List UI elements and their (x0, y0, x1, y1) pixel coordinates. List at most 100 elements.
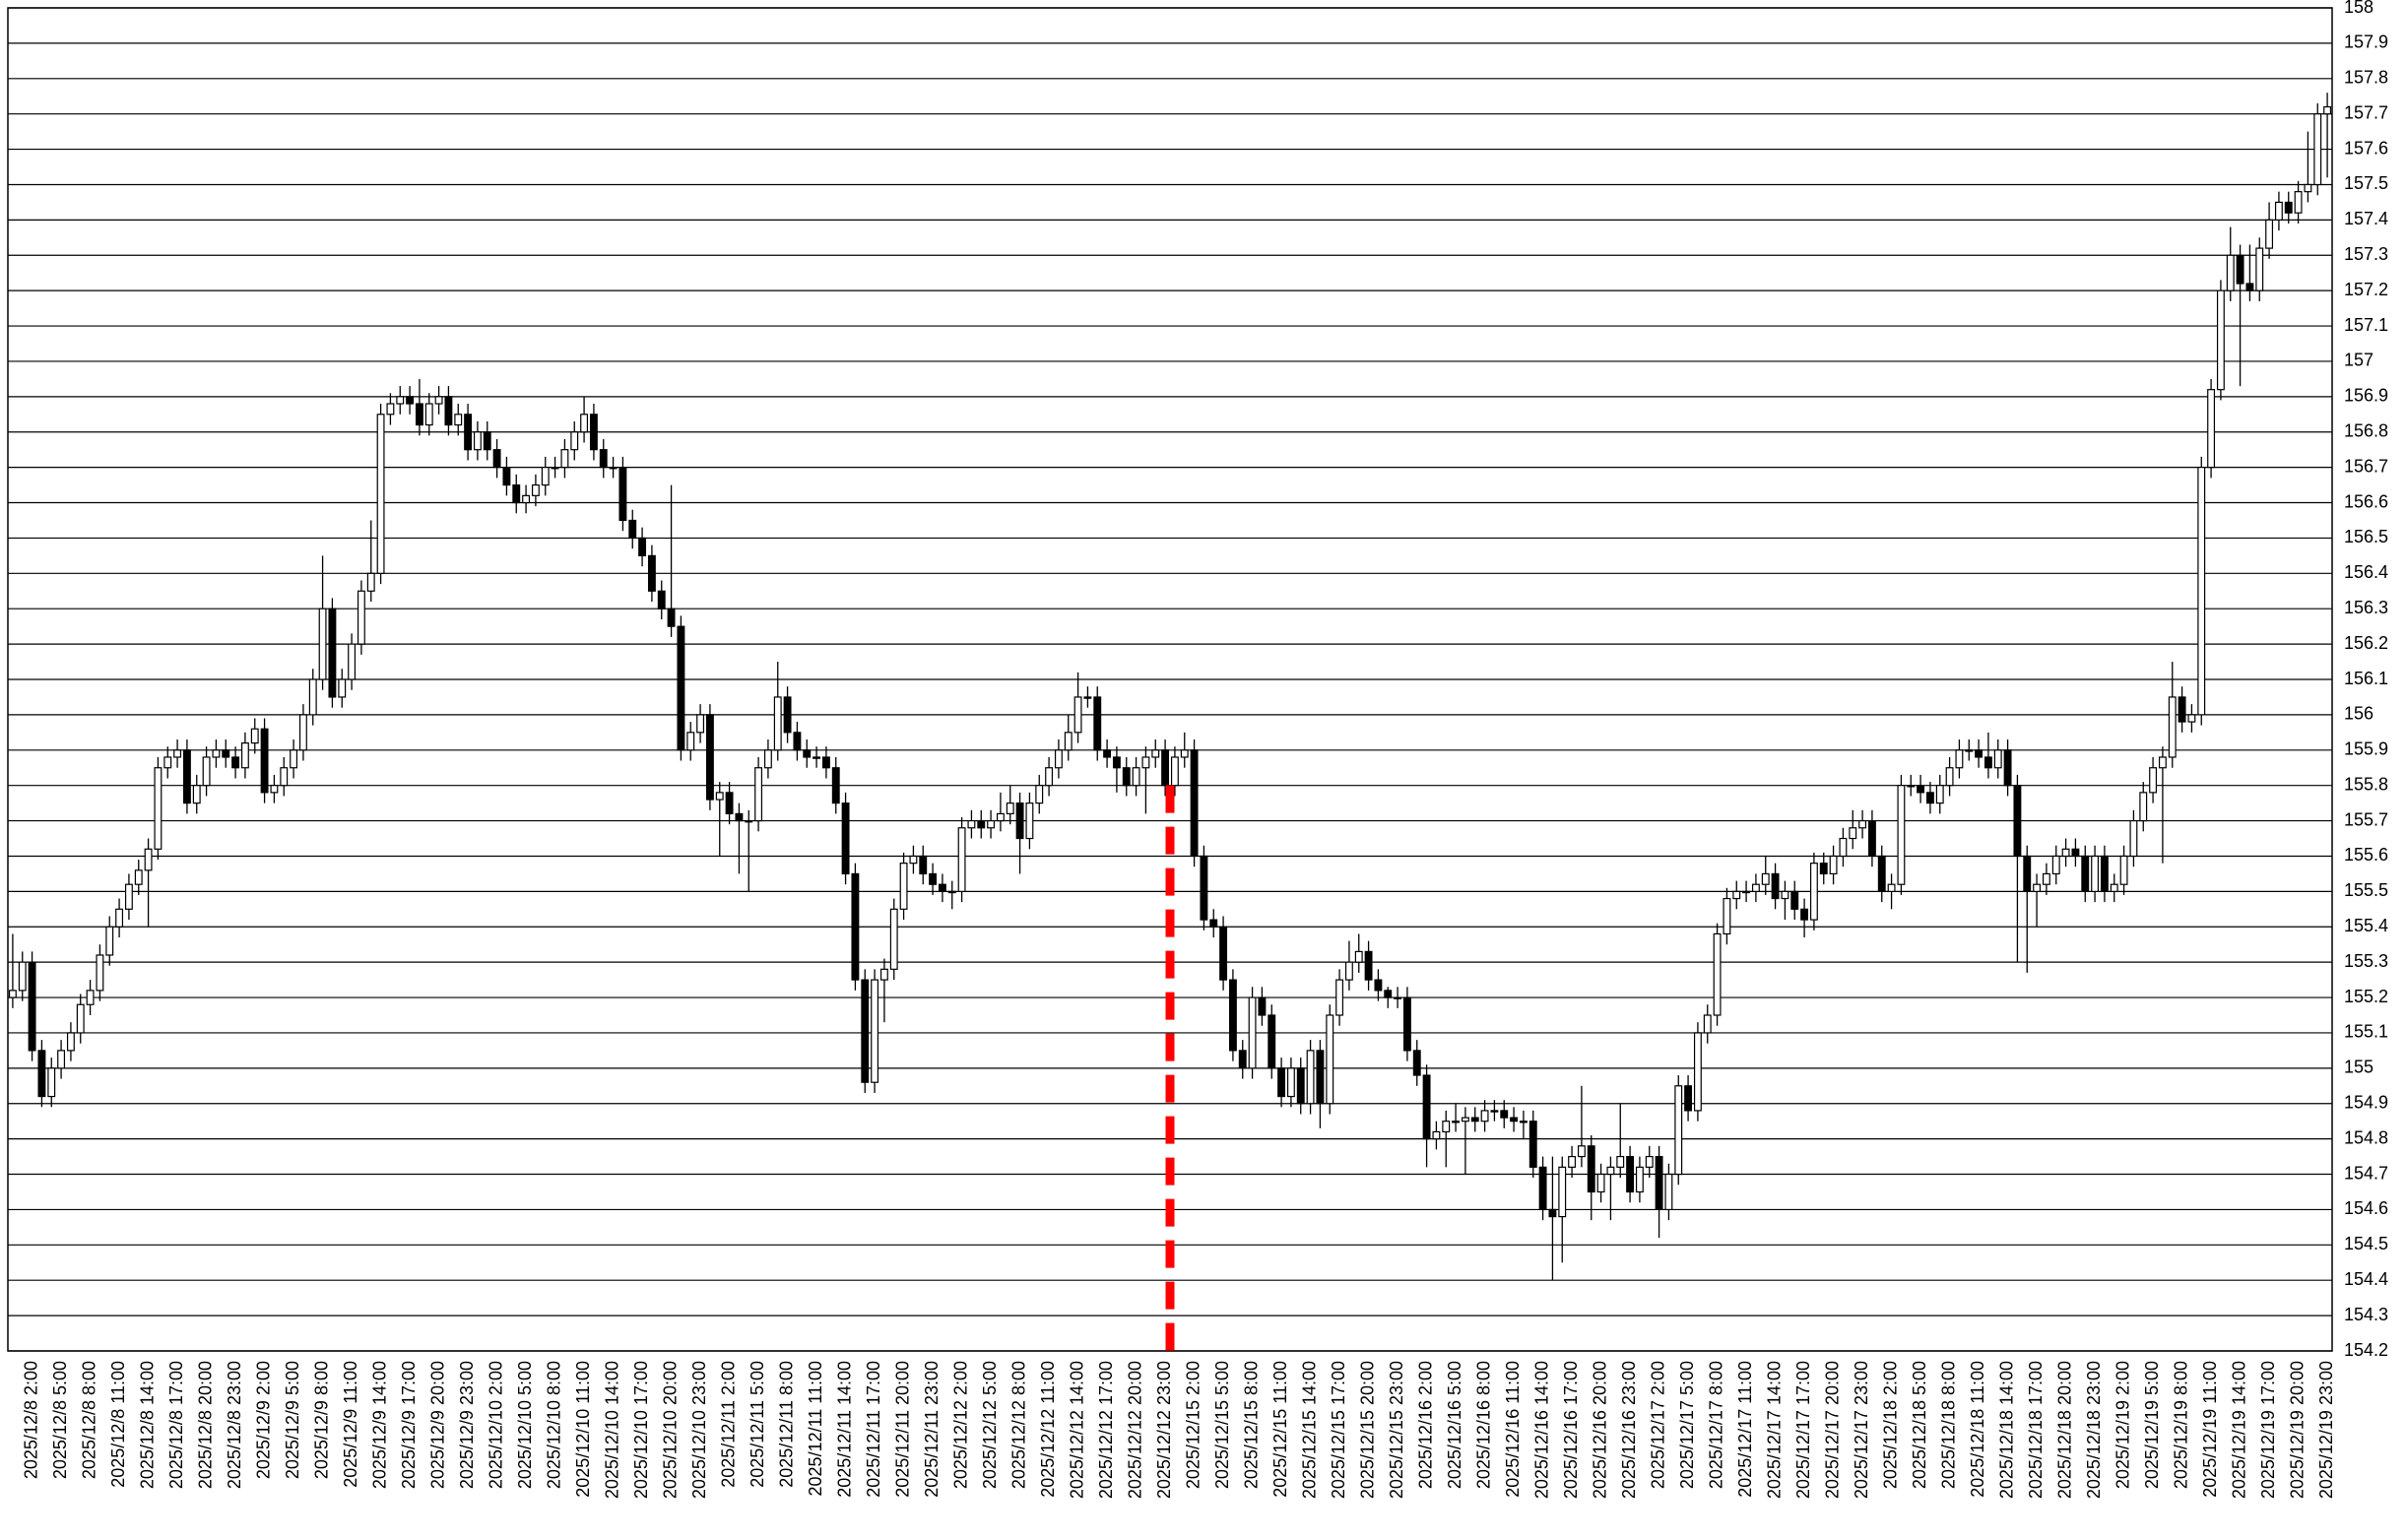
x-tick-label: 2025/12/10 20:00 (660, 1361, 680, 1499)
x-tick-label: 2025/12/12 11:00 (1038, 1361, 1058, 1498)
candle-body (483, 431, 491, 451)
y-tick-label: 155.6 (2344, 845, 2388, 865)
candle-body (1238, 1050, 1247, 1069)
candle-body (1190, 749, 1199, 858)
candle-body (667, 608, 676, 627)
candle-body (1965, 749, 1974, 752)
candle-body (1209, 919, 1218, 928)
candle-body (1374, 979, 1383, 992)
candle-body (861, 979, 870, 1083)
candle-body (1258, 996, 1267, 1016)
candle-body (2236, 254, 2244, 285)
candle-body (512, 483, 521, 504)
candle-body (996, 812, 1005, 822)
candle-body (2168, 696, 2177, 758)
x-tick-label: 2025/12/16 8:00 (1473, 1361, 1493, 1489)
candle-body (1538, 1166, 1547, 1211)
x-tick-label: 2025/12/11 5:00 (748, 1361, 767, 1488)
x-tick-label: 2025/12/19 11:00 (2200, 1361, 2220, 1498)
y-tick-label: 154.5 (2344, 1234, 2388, 1253)
x-tick-label: 2025/12/17 17:00 (1793, 1361, 1813, 1499)
x-tick-label: 2025/12/17 8:00 (1706, 1361, 1725, 1489)
candle-body (115, 908, 124, 928)
candle-body (609, 467, 618, 470)
x-tick-label: 2025/12/17 5:00 (1677, 1361, 1697, 1489)
x-tick-label: 2025/12/11 23:00 (922, 1361, 942, 1498)
candle-body (76, 1003, 85, 1034)
x-tick-label: 2025/12/12 14:00 (1067, 1361, 1086, 1499)
x-tick-label: 2025/12/8 20:00 (195, 1361, 215, 1489)
candle-body (560, 449, 569, 469)
candle-body (1867, 819, 1876, 858)
candle-body (1277, 1067, 1286, 1098)
x-tick-label: 2025/12/8 23:00 (225, 1361, 244, 1489)
candle-body (1268, 1014, 1276, 1069)
candle-body (202, 756, 211, 787)
x-tick-label: 2025/12/19 2:00 (2113, 1361, 2132, 1489)
candle-body (793, 732, 802, 751)
x-tick-label: 2025/12/9 20:00 (427, 1361, 447, 1489)
candle-body (677, 625, 685, 751)
candle-body (821, 756, 830, 769)
x-tick-label: 2025/12/19 17:00 (2258, 1361, 2278, 1499)
x-tick-label: 2025/12/18 14:00 (1996, 1361, 2016, 1499)
y-tick-label: 157.3 (2344, 244, 2388, 264)
candle-body (589, 414, 598, 451)
candle-body (2110, 883, 2118, 892)
candle-body (871, 979, 879, 1083)
x-tick-label: 2025/12/15 14:00 (1299, 1361, 1319, 1499)
candle-body (124, 883, 133, 910)
candle-body (1461, 1117, 1469, 1123)
x-tick-label: 2025/12/9 5:00 (283, 1361, 302, 1479)
x-tick-label: 2025/12/15 11:00 (1270, 1361, 1290, 1498)
candle-body (1422, 1074, 1431, 1140)
y-tick-label: 156.7 (2344, 456, 2388, 476)
candle-body (1925, 792, 1934, 804)
candle-body (1141, 756, 1150, 769)
candle-body (2003, 749, 2012, 787)
candle-body (1664, 1173, 1673, 1211)
candle-body (222, 749, 230, 758)
x-tick-label: 2025/12/16 5:00 (1445, 1361, 1464, 1489)
y-tick-label: 156.4 (2344, 562, 2388, 582)
candle-body (754, 767, 763, 822)
candle-body (250, 728, 259, 744)
x-tick-label: 2025/12/12 2:00 (950, 1361, 970, 1489)
candle-body (1344, 961, 1353, 981)
x-tick-label: 2025/12/17 2:00 (1648, 1361, 1667, 1489)
candle-body (2100, 855, 2109, 892)
x-tick-label: 2025/12/18 8:00 (1938, 1361, 1958, 1489)
candle-body (1983, 756, 1992, 769)
candle-body (628, 519, 637, 540)
y-tick-label: 157.8 (2344, 68, 2388, 88)
y-tick-label: 155.3 (2344, 951, 2388, 971)
candle-body (1384, 990, 1393, 998)
candle-body (851, 872, 860, 981)
candle-body (1809, 863, 1818, 921)
candle-body (386, 403, 395, 416)
candle-body (2255, 247, 2264, 291)
x-tick-label: 2025/12/18 11:00 (1968, 1361, 1987, 1498)
candle-body (1877, 855, 1886, 892)
candle-body (1228, 979, 1237, 1052)
candle-body (551, 467, 559, 470)
candle-body (308, 678, 317, 716)
candle-body (1510, 1117, 1519, 1123)
candle-body (66, 1032, 75, 1052)
candle-body (1064, 732, 1073, 751)
candle-body (1200, 855, 1208, 921)
y-tick-label: 156.9 (2344, 386, 2388, 406)
x-tick-label: 2025/12/10 5:00 (515, 1361, 535, 1489)
candle-body (2207, 389, 2216, 469)
candle-body (2187, 714, 2196, 723)
candle-body (454, 414, 463, 426)
x-tick-label: 2025/12/9 2:00 (253, 1361, 273, 1479)
candle-body (1083, 696, 1092, 699)
candle-body (1606, 1166, 1615, 1176)
candle-body (1761, 872, 1770, 885)
x-tick-label: 2025/12/15 2:00 (1183, 1361, 1203, 1489)
candle-body (1442, 1121, 1451, 1133)
candle-body (134, 869, 143, 885)
